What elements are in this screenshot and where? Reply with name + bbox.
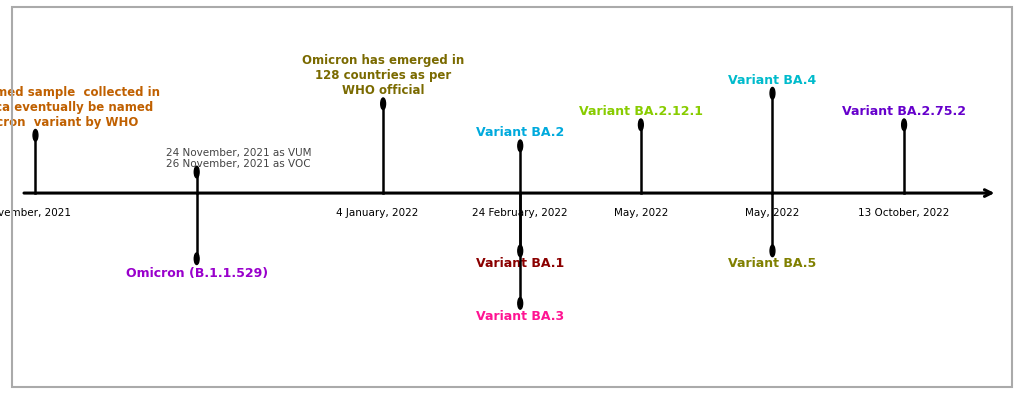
Text: Omicron has emerged in
128 countries as per
WHO official: Omicron has emerged in 128 countries as …	[302, 54, 464, 97]
Text: May, 2022: May, 2022	[745, 208, 800, 217]
Text: May, 2022: May, 2022	[613, 208, 668, 217]
Circle shape	[518, 297, 522, 309]
Circle shape	[33, 130, 38, 141]
Circle shape	[195, 253, 199, 264]
Text: First confirmed sample  collected in
South Africa eventually be named
the Omicro: First confirmed sample collected in Sout…	[0, 86, 160, 129]
Circle shape	[902, 119, 906, 130]
Text: Variant BA.2: Variant BA.2	[476, 126, 564, 139]
Text: 24 February, 2022: 24 February, 2022	[472, 208, 568, 217]
Circle shape	[770, 245, 775, 256]
Text: Variant BA.1: Variant BA.1	[476, 257, 564, 270]
Text: Variant BA.2.75.2: Variant BA.2.75.2	[842, 105, 966, 118]
Text: Variant BA.2.12.1: Variant BA.2.12.1	[579, 105, 702, 118]
Text: 13 October, 2022: 13 October, 2022	[858, 208, 950, 217]
Circle shape	[381, 98, 386, 110]
Circle shape	[518, 245, 522, 256]
Text: Variant BA.4: Variant BA.4	[728, 74, 816, 87]
Text: 8 November, 2021: 8 November, 2021	[0, 208, 71, 217]
Circle shape	[638, 119, 643, 130]
Text: Omicron (B.1.1.529): Omicron (B.1.1.529)	[126, 267, 267, 280]
Text: Variant BA.3: Variant BA.3	[476, 310, 564, 323]
Text: Variant BA.5: Variant BA.5	[728, 257, 816, 270]
Circle shape	[195, 166, 199, 178]
Circle shape	[770, 87, 775, 99]
Text: 4 January, 2022: 4 January, 2022	[337, 208, 419, 217]
Text: 24 November, 2021 as VUM
26 November, 2021 as VOC: 24 November, 2021 as VUM 26 November, 20…	[166, 148, 311, 169]
Circle shape	[518, 140, 522, 152]
